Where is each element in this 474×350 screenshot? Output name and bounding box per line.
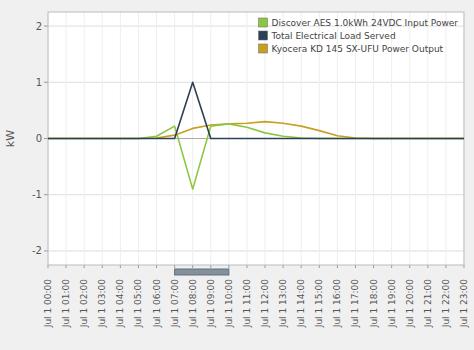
x-tick-label: Jul 1 07:00: [170, 279, 180, 329]
y-tick: [44, 82, 48, 83]
series-line: [48, 82, 464, 138]
x-tick-label: Jul 1 08:00: [188, 279, 198, 329]
x-tick-label: Jul 1 18:00: [369, 279, 379, 329]
x-tick-label: Jul 1 14:00: [296, 279, 306, 329]
legend-item: Discover AES 1.0kWh 24VDC Input Power: [259, 18, 459, 28]
x-tick-label: Jul 1 22:00: [441, 279, 451, 329]
x-tick-label: Jul 1 20:00: [405, 279, 415, 329]
legend-label: Total Electrical Load Served: [271, 31, 396, 41]
x-tick-label: Jul 1 05:00: [133, 279, 143, 329]
background: [0, 0, 474, 350]
y-axis-label: kW: [4, 130, 17, 147]
x-tick-label: Jul 1 13:00: [278, 279, 288, 329]
y-tick: [44, 250, 48, 251]
x-tick-label: Jul 1 21:00: [423, 279, 433, 329]
x-tick-label: Jul 1 12:00: [260, 279, 270, 329]
y-grid-line: [48, 250, 464, 251]
legend-item: Total Electrical Load Served: [259, 31, 396, 41]
x-tick-label: Jul 1 06:00: [152, 279, 162, 329]
legend-swatch: [259, 18, 268, 27]
y-grid-line: [48, 82, 464, 83]
x-tick-label: Jul 1 02:00: [79, 279, 89, 329]
x-tick-label: Jul 1 09:00: [206, 279, 216, 329]
y-tick: [44, 26, 48, 27]
x-tick-label: Jul 1 19:00: [387, 279, 397, 329]
x-tick-label: Jul 1 16:00: [332, 279, 342, 329]
y-tick-label: 2: [36, 21, 42, 32]
x-tick-label: Jul 1 03:00: [97, 279, 107, 329]
y-tick-label: -1: [32, 189, 42, 200]
x-tick-label: Jul 1 10:00: [224, 279, 234, 329]
x-tick-label: Jul 1 17:00: [350, 279, 360, 329]
series-line: [48, 124, 464, 189]
y-tick-label: -2: [32, 245, 42, 256]
plot-frame: [48, 12, 464, 265]
plot-area: [48, 12, 464, 265]
grid: [48, 12, 464, 265]
legend-item: Kyocera KD 145 SX-UFU Power Output: [259, 44, 444, 54]
y-tick: [44, 194, 48, 195]
x-tick-label: Jul 1 00:00: [43, 279, 53, 329]
x-tick-label: Jul 1 23:00: [459, 279, 469, 329]
legend-swatch: [259, 44, 268, 53]
x-band: [175, 269, 229, 275]
y-tick-label: 1: [36, 77, 42, 88]
x-tick-label: Jul 1 01:00: [61, 279, 71, 329]
legend-label: Discover AES 1.0kWh 24VDC Input Power: [272, 18, 459, 28]
x-tick-label: Jul 1 15:00: [314, 279, 324, 329]
lines: [48, 82, 464, 189]
y-grid-line: [48, 194, 464, 195]
legend-swatch: [259, 31, 268, 40]
chart: -2 -1 0 1 2 Jul 1 00:00 Jul 1 01:00 Jul 1 02:00…: [0, 0, 474, 350]
y-tick-label: 0: [36, 133, 42, 144]
y-tick: [44, 138, 48, 139]
legend-label: Kyocera KD 145 SX-UFU Power Output: [272, 44, 444, 54]
x-tick-label: Jul 1 04:00: [115, 279, 125, 329]
x-tick-label: Jul 1 11:00: [242, 279, 252, 329]
legend: Discover AES 1.0kWh 24VDC Input Power Tot…: [259, 18, 459, 54]
